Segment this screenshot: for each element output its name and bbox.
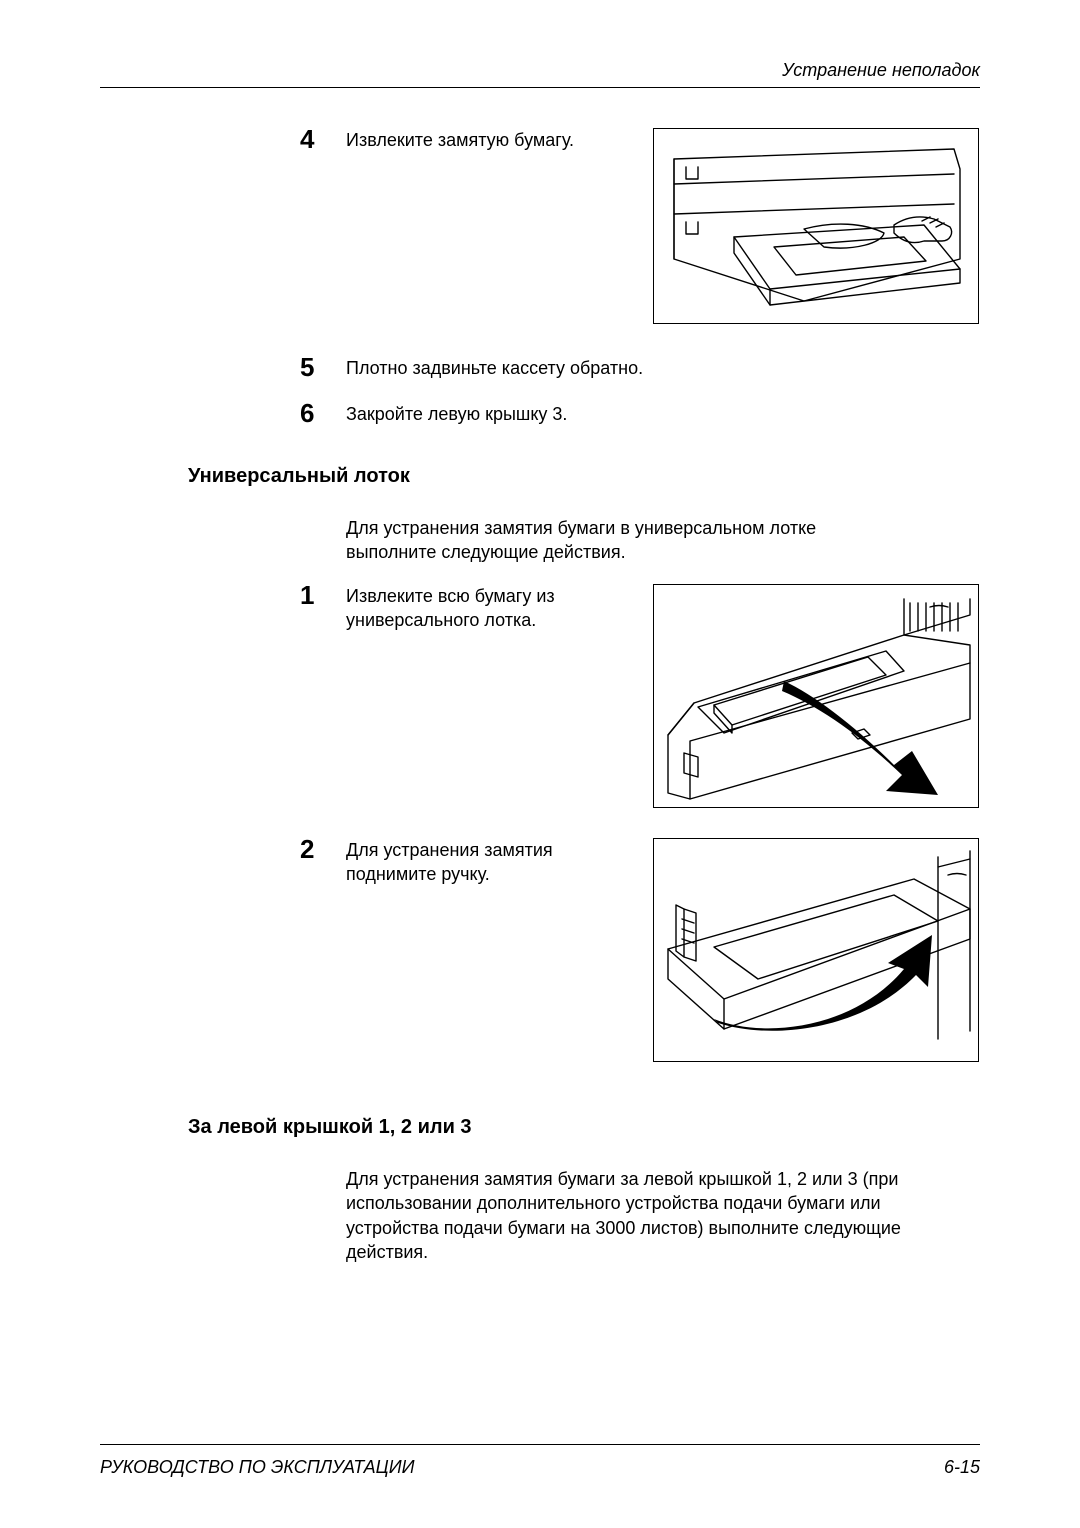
step-6: 6 Закройте левую крышку 3. bbox=[100, 402, 980, 426]
footer: РУКОВОДСТВО ПО ЭКСПЛУАТАЦИИ 6-15 bbox=[100, 1444, 980, 1478]
footer-page-number: 6-15 bbox=[944, 1457, 980, 1478]
printer-cassette-illustration bbox=[654, 129, 980, 325]
figure-sec1-step1 bbox=[653, 584, 979, 808]
step-number: 4 bbox=[300, 124, 314, 155]
step-text: Для устранения замятия поднимите ручку. bbox=[346, 838, 636, 887]
header-rule: Устранение неполадок bbox=[100, 60, 980, 88]
step-text: Закройте левую крышку 3. bbox=[346, 402, 906, 426]
step-4: 4 Извлеките замятую бумагу. bbox=[100, 128, 980, 338]
running-header: Устранение неполадок bbox=[782, 60, 980, 81]
section1-step-2: 2 Для устранения замятия поднимите ручку… bbox=[100, 838, 980, 1078]
section1-intro: Для устранения замятия бумаги в универса… bbox=[346, 516, 906, 565]
figure-sec1-step2 bbox=[653, 838, 979, 1062]
step-number: 6 bbox=[300, 398, 314, 429]
step-number: 2 bbox=[300, 834, 314, 865]
content-area: 4 Извлеките замятую бумагу. bbox=[100, 128, 980, 1264]
step-text: Извлеките замятую бумагу. bbox=[346, 128, 636, 152]
mp-tray-remove-illustration bbox=[654, 585, 980, 809]
section1-step-1: 1 Извлеките всю бумагу из универсального… bbox=[100, 584, 980, 824]
section-heading-mp-tray: Универсальный лоток bbox=[188, 465, 980, 488]
lift-handle-illustration bbox=[654, 839, 980, 1063]
step-text: Извлеките всю бумагу из универсального л… bbox=[346, 584, 636, 633]
page: Устранение неполадок 4 Извлеките замятую… bbox=[0, 0, 1080, 1528]
step-text: Плотно задвиньте кассету обратно. bbox=[346, 356, 906, 380]
footer-left: РУКОВОДСТВО ПО ЭКСПЛУАТАЦИИ bbox=[100, 1457, 414, 1478]
section2-intro: Для устранения замятия бумаги за левой к… bbox=[346, 1167, 906, 1264]
section-heading-left-cover: За левой крышкой 1, 2 или 3 bbox=[188, 1116, 980, 1139]
figure-step4 bbox=[653, 128, 979, 324]
step-number: 5 bbox=[300, 352, 314, 383]
step-5: 5 Плотно задвиньте кассету обратно. bbox=[100, 356, 980, 380]
step-number: 1 bbox=[300, 580, 314, 611]
